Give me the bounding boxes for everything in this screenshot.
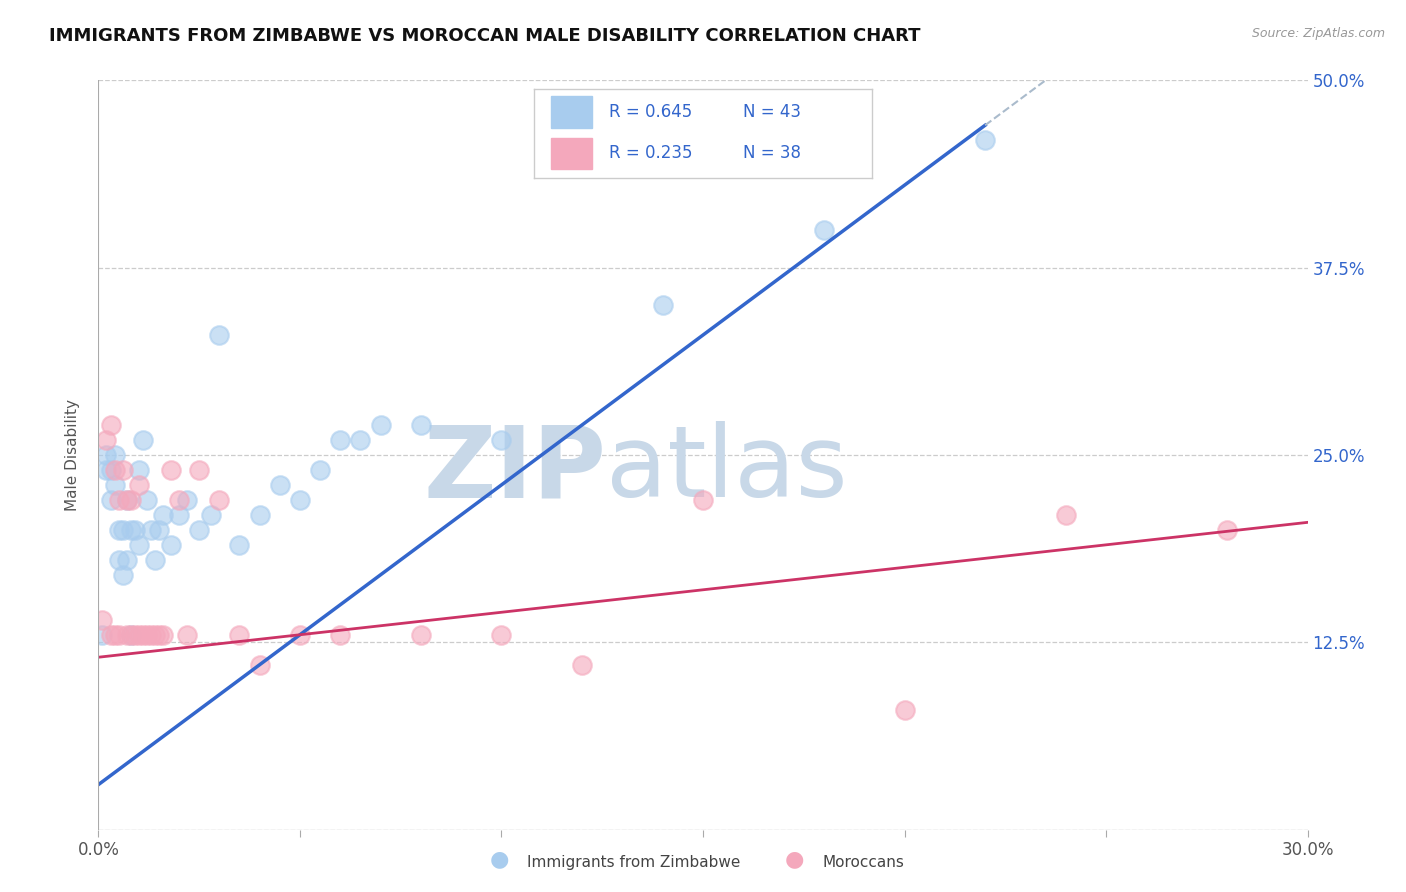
- Point: [329, 433, 352, 447]
- Point: [176, 628, 198, 642]
- Point: [120, 492, 142, 507]
- Point: [148, 628, 170, 642]
- Point: [139, 523, 162, 537]
- Point: [167, 508, 190, 522]
- Point: [128, 538, 150, 552]
- Point: [152, 628, 174, 642]
- Point: [200, 508, 222, 522]
- Point: [135, 628, 157, 642]
- Point: [329, 628, 352, 642]
- Point: [893, 703, 915, 717]
- Bar: [551, 138, 592, 169]
- Text: ●: ●: [489, 850, 509, 870]
- Point: [111, 463, 134, 477]
- Point: [100, 628, 122, 642]
- Point: [288, 492, 311, 507]
- Point: [249, 657, 271, 672]
- Point: [1054, 508, 1077, 522]
- Point: [103, 478, 125, 492]
- Bar: [551, 96, 592, 128]
- Point: [370, 417, 392, 432]
- Point: [167, 492, 190, 507]
- Point: [139, 628, 162, 642]
- Point: [96, 448, 118, 462]
- Point: [111, 567, 134, 582]
- Point: [115, 492, 138, 507]
- Text: atlas: atlas: [606, 421, 848, 518]
- Text: N = 43: N = 43: [744, 103, 801, 121]
- Point: [128, 463, 150, 477]
- Point: [160, 538, 183, 552]
- Point: [974, 133, 997, 147]
- Point: [107, 492, 129, 507]
- Point: [692, 492, 714, 507]
- Text: Immigrants from Zimbabwe: Immigrants from Zimbabwe: [527, 855, 741, 870]
- Point: [208, 328, 231, 343]
- Point: [91, 628, 114, 642]
- Point: [188, 463, 211, 477]
- Point: [160, 463, 183, 477]
- Point: [208, 492, 231, 507]
- Point: [228, 538, 250, 552]
- Point: [107, 523, 129, 537]
- Point: [148, 523, 170, 537]
- Point: [288, 628, 311, 642]
- Point: [100, 492, 122, 507]
- Point: [349, 433, 371, 447]
- Point: [124, 523, 146, 537]
- Text: Source: ZipAtlas.com: Source: ZipAtlas.com: [1251, 27, 1385, 40]
- Point: [128, 478, 150, 492]
- Point: [115, 553, 138, 567]
- Point: [571, 657, 593, 672]
- Point: [103, 628, 125, 642]
- Point: [135, 492, 157, 507]
- Point: [1216, 523, 1239, 537]
- Point: [143, 628, 166, 642]
- Point: [651, 298, 673, 312]
- Point: [103, 448, 125, 462]
- Text: N = 38: N = 38: [744, 145, 801, 162]
- Point: [120, 628, 142, 642]
- Point: [491, 628, 513, 642]
- Point: [409, 417, 432, 432]
- Point: [96, 433, 118, 447]
- Point: [124, 628, 146, 642]
- Point: [100, 463, 122, 477]
- Text: R = 0.645: R = 0.645: [609, 103, 692, 121]
- Point: [115, 628, 138, 642]
- Point: [103, 463, 125, 477]
- Point: [309, 463, 332, 477]
- Text: Moroccans: Moroccans: [823, 855, 904, 870]
- Point: [188, 523, 211, 537]
- Text: ZIP: ZIP: [423, 421, 606, 518]
- Point: [143, 553, 166, 567]
- Text: R = 0.235: R = 0.235: [609, 145, 692, 162]
- Point: [115, 492, 138, 507]
- Point: [152, 508, 174, 522]
- Point: [176, 492, 198, 507]
- Point: [107, 628, 129, 642]
- Point: [269, 478, 291, 492]
- Point: [107, 553, 129, 567]
- Point: [100, 417, 122, 432]
- Y-axis label: Male Disability: Male Disability: [65, 399, 80, 511]
- Point: [132, 433, 155, 447]
- Point: [409, 628, 432, 642]
- Point: [96, 463, 118, 477]
- Point: [111, 523, 134, 537]
- Point: [120, 628, 142, 642]
- Point: [491, 433, 513, 447]
- Point: [91, 613, 114, 627]
- Text: IMMIGRANTS FROM ZIMBABWE VS MOROCCAN MALE DISABILITY CORRELATION CHART: IMMIGRANTS FROM ZIMBABWE VS MOROCCAN MAL…: [49, 27, 921, 45]
- Point: [813, 223, 835, 237]
- Point: [120, 523, 142, 537]
- Point: [132, 628, 155, 642]
- Point: [249, 508, 271, 522]
- Text: ●: ●: [785, 850, 804, 870]
- Point: [228, 628, 250, 642]
- Point: [128, 628, 150, 642]
